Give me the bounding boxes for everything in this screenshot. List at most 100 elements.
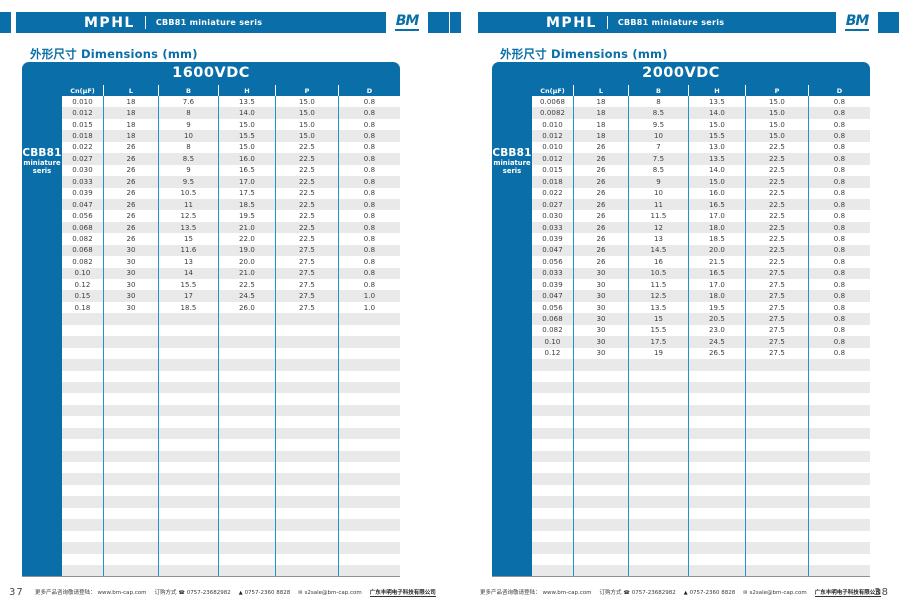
table-cell (628, 359, 688, 371)
page-footer: 37 更多产品咨询敬请登陆： www.bm-cap.com 订购方式 ☎ 075… (0, 586, 449, 598)
table-cell (573, 427, 628, 440)
table-cell: 26 (103, 141, 158, 154)
table-cell: 0.8 (338, 153, 400, 165)
table-cell (338, 507, 400, 520)
table-cell: 19 (628, 347, 688, 360)
table-cell (103, 324, 158, 337)
table-cell (62, 508, 103, 519)
table-cell: 26 (103, 153, 158, 165)
table-cell (532, 485, 573, 496)
table-cell (628, 416, 688, 428)
table-cell: 0.047 (542, 246, 563, 255)
table-cell: 22.5 (275, 164, 338, 177)
table-cell: 30 (573, 267, 628, 279)
table-cell: 22.0 (218, 233, 275, 245)
table-cell (573, 473, 628, 485)
table-row: 0.012 18 8 14.0 15.0 0.8 (62, 107, 400, 119)
header-divider (606, 16, 608, 29)
table-row: 0.047 26 14.5 20.0 22.5 0.8 (532, 244, 870, 257)
table-cell: 0.8 (338, 107, 400, 119)
table-cell: 12.5 (628, 290, 688, 302)
table-cell (275, 427, 338, 440)
table-cell: 1.0 (338, 290, 400, 302)
table-cell (688, 462, 745, 474)
table-cell (745, 496, 808, 508)
table-cell: 14 (158, 267, 218, 279)
table-cell: 17.0 (688, 279, 745, 291)
table-cell: 14.0 (688, 107, 745, 119)
table-row: 0.010 18 9.5 15.0 15.0 0.8 (532, 118, 870, 131)
table-cell: 23.0 (688, 324, 745, 337)
table-cell: 13.5 (688, 96, 745, 108)
table-row: 0.12 30 19 26.5 27.5 0.8 (532, 347, 870, 360)
table-row-empty (532, 416, 870, 428)
table-cell: 10.5 (628, 267, 688, 279)
table-cell (808, 450, 870, 462)
table-cell (338, 530, 400, 543)
table-cell: 15.5 (218, 130, 275, 142)
table-cell (62, 428, 103, 439)
table-cell: 0.8 (338, 198, 400, 211)
table-row: 0.012 18 10 15.5 15.0 0.8 (532, 130, 870, 142)
table-cell: 26 (573, 153, 628, 165)
table-cell: 22.5 (745, 210, 808, 222)
table-cell (338, 359, 400, 371)
table-row-empty (532, 473, 870, 485)
table-cell: 9.5 (158, 176, 218, 188)
table-cell (338, 519, 400, 531)
table-cell (573, 416, 628, 428)
table-cell: 0.8 (338, 233, 400, 245)
table-row: 0.10 30 17.5 24.5 27.5 0.8 (532, 336, 870, 348)
table-cell: 0.022 (72, 143, 93, 152)
table-cell (275, 519, 338, 531)
table-cell (218, 484, 275, 497)
table-cell (218, 542, 275, 554)
table-cell: 13.5 (158, 221, 218, 234)
table-cell (158, 393, 218, 405)
table-cell (808, 484, 870, 497)
table-cell (275, 359, 338, 371)
table-cell (62, 565, 103, 576)
table-cell: 26 (573, 244, 628, 257)
table-cell: 15.0 (745, 118, 808, 131)
masthead-bar: MPHL CBB81 miniature seris BM (450, 12, 899, 33)
table-cell: 0.8 (808, 164, 870, 177)
table-cell: 0.015 (72, 120, 93, 129)
table-cell: 0.8 (338, 267, 400, 279)
table-cell (532, 405, 573, 416)
table-row: 0.010 18 7.6 13.5 15.0 0.8 (62, 96, 400, 108)
table-cell (62, 439, 103, 450)
table-cell (628, 427, 688, 440)
table-cell (218, 359, 275, 371)
table-row-empty (62, 564, 400, 577)
bm-logo-text: BM (844, 13, 870, 31)
table-cell: 10 (628, 187, 688, 199)
section-title: 外形尺寸 Dimensions (mm) (30, 47, 198, 61)
table-cell: 0.18 (74, 303, 91, 312)
bm-logo: BM (838, 12, 876, 33)
table-cell: 15.0 (218, 118, 275, 131)
col-header-d: D (808, 85, 870, 96)
table-cell (158, 484, 218, 497)
table-cell: 0.8 (808, 141, 870, 154)
table-cell: 0.039 (542, 280, 563, 289)
table-cell: 0.033 (542, 269, 563, 278)
footer-fax: ▲ 0757-2360 8828 (238, 590, 291, 596)
table-cell: 0.8 (808, 96, 870, 108)
table-cell (573, 542, 628, 554)
table-row-empty (62, 336, 400, 348)
table-cell: 1.0 (338, 301, 400, 314)
table-cell: 0.8 (808, 221, 870, 234)
table-cell (158, 347, 218, 360)
table-row-empty (62, 553, 400, 565)
table-cell: 24.5 (688, 336, 745, 348)
email-icon: ✉ (298, 590, 303, 596)
table-cell (158, 462, 218, 474)
table-cell (745, 473, 808, 485)
table-cell (745, 462, 808, 474)
table-cell: 0.8 (338, 256, 400, 268)
table-cell: 8 (158, 141, 218, 154)
table-cell: 0.8 (808, 153, 870, 165)
table-cell (158, 370, 218, 382)
table-cell (275, 324, 338, 337)
